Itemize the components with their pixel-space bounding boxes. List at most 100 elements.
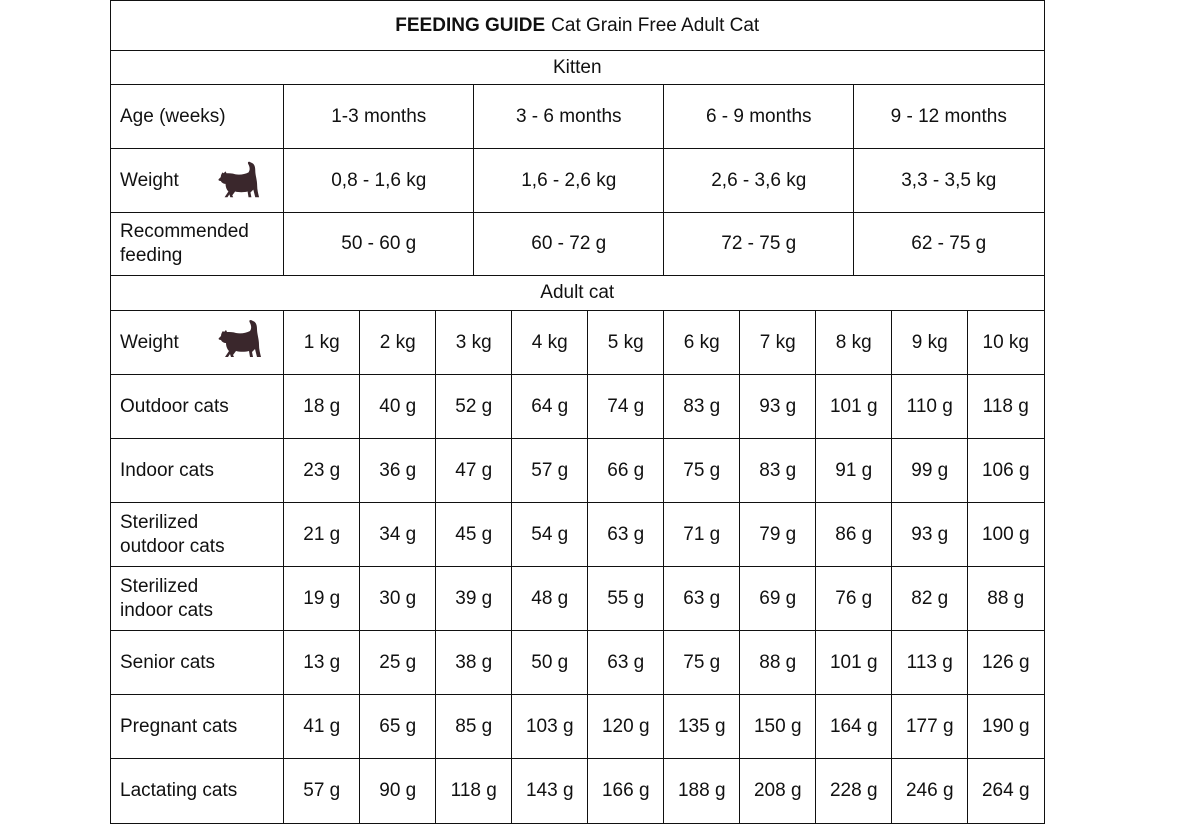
- feeding-cell-text: 83 g: [759, 459, 797, 481]
- feeding-cell: 190 g: [967, 694, 1045, 760]
- feeding-cell: 65 g: [359, 694, 437, 760]
- weight-cell: 3 kg: [435, 310, 513, 376]
- feeding-cell-text: 101 g: [829, 395, 878, 417]
- weight-cell: 5 kg: [587, 310, 665, 376]
- feeding-cell-text: 190 g: [981, 715, 1030, 737]
- kitten-cell-text: 1-3 months: [331, 105, 427, 127]
- adult-weight-label-text: Weight: [120, 331, 179, 353]
- kitten-cell-text: 62 - 75 g: [911, 233, 987, 255]
- kitten-cell-text: 2,6 - 3,6 kg: [711, 169, 807, 191]
- feeding-cell: 74 g: [587, 374, 665, 440]
- feeding-cell: 21 g: [283, 502, 361, 568]
- feeding-cell-text: 25 g: [379, 651, 417, 673]
- feeding-cell: 66 g: [587, 438, 665, 504]
- kitten-row-label: Recommended feeding: [110, 212, 285, 277]
- cat-icon: [218, 320, 261, 357]
- weight-cell: 10 kg: [967, 310, 1045, 376]
- feeding-cell-text: 90 g: [379, 779, 417, 801]
- feeding-cell-text: 88 g: [759, 651, 797, 673]
- feeding-cell-text: 150 g: [753, 715, 802, 737]
- adult-weight-label: Weight: [110, 310, 285, 376]
- feeding-cell: 101 g: [815, 374, 893, 440]
- kitten-row-label: Age (weeks): [110, 84, 285, 150]
- kitten-cell: 3 - 6 months: [473, 84, 665, 150]
- feeding-cell-text: 126 g: [981, 651, 1030, 673]
- feeding-cell-text: 188 g: [677, 779, 726, 801]
- feeding-cell-text: 13 g: [303, 651, 341, 673]
- feeding-cell: 45 g: [435, 502, 513, 568]
- title-product: Cat Grain Free Adult Cat: [551, 14, 760, 36]
- kitten-cell: 1,6 - 2,6 kg: [473, 148, 665, 214]
- feeding-cell: 103 g: [511, 694, 589, 760]
- adult-row-label: Sterilized indoor cats: [110, 566, 285, 632]
- feeding-cell-text: 52 g: [455, 395, 493, 417]
- adult-row-label: Sterilized outdoor cats: [110, 502, 285, 568]
- kitten-cell: 3,3 - 3,5 kg: [853, 148, 1045, 214]
- feeding-cell: 93 g: [891, 502, 969, 568]
- feeding-cell-text: 36 g: [379, 459, 417, 481]
- weight-cell: 7 kg: [739, 310, 817, 376]
- feeding-cell: 75 g: [663, 630, 741, 696]
- kitten-row-label: Weight: [110, 148, 285, 214]
- feeding-cell-text: 18 g: [303, 395, 341, 417]
- kitten-cell: 62 - 75 g: [853, 212, 1045, 277]
- feeding-cell: 40 g: [359, 374, 437, 440]
- feeding-cell: 126 g: [967, 630, 1045, 696]
- feeding-cell-text: 23 g: [303, 459, 341, 481]
- adult-row-label: Senior cats: [110, 630, 285, 696]
- weight-cell: 2 kg: [359, 310, 437, 376]
- adult-header: Adult cat: [110, 275, 1045, 312]
- feeding-cell-text: 54 g: [531, 523, 569, 545]
- feeding-cell: 264 g: [967, 758, 1045, 824]
- feeding-cell-text: 34 g: [379, 523, 417, 545]
- feeding-cell: 39 g: [435, 566, 513, 632]
- kitten-cell-text: 60 - 72 g: [531, 233, 607, 255]
- feeding-cell-text: 79 g: [759, 523, 797, 545]
- weight-cell-text: 4 kg: [531, 331, 568, 353]
- adult-row-label: Pregnant cats: [110, 694, 285, 760]
- feeding-cell-text: 100 g: [981, 523, 1030, 545]
- feeding-cell: 18 g: [283, 374, 361, 440]
- feeding-cell: 23 g: [283, 438, 361, 504]
- kitten-cell: 6 - 9 months: [663, 84, 855, 150]
- kitten-cell-text: 3 - 6 months: [515, 105, 622, 127]
- feeding-cell-text: 41 g: [303, 715, 341, 737]
- feeding-cell: 88 g: [967, 566, 1045, 632]
- kitten-cell: 2,6 - 3,6 kg: [663, 148, 855, 214]
- weight-cell-text: 5 kg: [607, 331, 644, 353]
- feeding-cell-text: 74 g: [607, 395, 645, 417]
- feeding-cell-text: 118 g: [450, 779, 497, 801]
- adult-row-label-text: Sterilized indoor cats: [120, 575, 213, 621]
- feeding-cell-text: 19 g: [303, 587, 341, 609]
- feeding-cell-text: 47 g: [455, 459, 493, 481]
- feeding-cell: 208 g: [739, 758, 817, 824]
- feeding-cell: 188 g: [663, 758, 741, 824]
- kitten-row-label-text: Recommended feeding: [120, 221, 249, 267]
- feeding-cell-text: 75 g: [683, 651, 721, 673]
- feeding-cell: 86 g: [815, 502, 893, 568]
- kitten-cell: 72 - 75 g: [663, 212, 855, 277]
- adult-header-text: Adult cat: [540, 282, 615, 304]
- feeding-cell-text: 85 g: [455, 715, 493, 737]
- feeding-cell-text: 110 g: [906, 395, 953, 417]
- feeding-cell: 90 g: [359, 758, 437, 824]
- feeding-cell-text: 208 g: [753, 779, 802, 801]
- feeding-cell-text: 246 g: [905, 779, 954, 801]
- kitten-cell-text: 9 - 12 months: [890, 105, 1007, 127]
- feeding-cell-text: 63 g: [683, 587, 721, 609]
- feeding-cell: 41 g: [283, 694, 361, 760]
- adult-row-label: Outdoor cats: [110, 374, 285, 440]
- adult-row-label-text: Lactating cats: [120, 779, 238, 801]
- feeding-cell: 55 g: [587, 566, 665, 632]
- feeding-cell: 88 g: [739, 630, 817, 696]
- weight-cell-text: 3 kg: [455, 331, 492, 353]
- feeding-cell: 63 g: [587, 502, 665, 568]
- feeding-cell-text: 21 g: [303, 523, 341, 545]
- weight-cell: 9 kg: [891, 310, 969, 376]
- feeding-cell: 135 g: [663, 694, 741, 760]
- weight-cell-text: 6 kg: [683, 331, 720, 353]
- feeding-cell: 75 g: [663, 438, 741, 504]
- feeding-cell: 113 g: [891, 630, 969, 696]
- feeding-cell: 48 g: [511, 566, 589, 632]
